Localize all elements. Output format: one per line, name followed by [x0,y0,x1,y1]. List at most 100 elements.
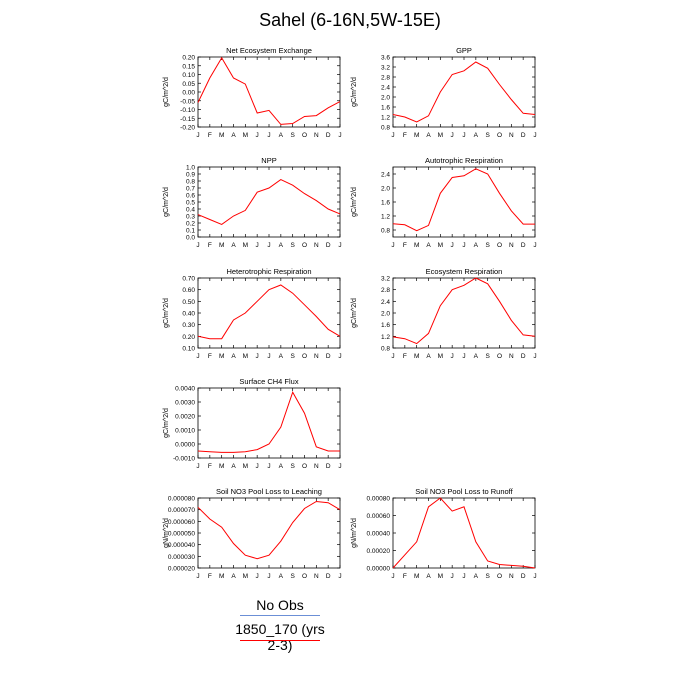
x-tick-label: M [438,353,443,360]
x-tick-label: M [219,132,224,139]
panel-title: Ecosystem Respiration [426,267,503,276]
x-tick-label: S [290,573,295,580]
y-tick-label: 0.8 [186,179,195,186]
x-tick-label: A [231,242,236,249]
x-tick-label: A [426,242,431,249]
plot-frame [392,497,536,569]
x-tick-label: S [290,353,295,360]
x-tick-label: J [338,242,341,249]
y-tick-label: 0.00060 [367,513,391,520]
y-tick-label: 0.00020 [367,548,391,555]
y-axis-label: gN/m^2/d [163,518,170,548]
y-tick-label: 0.7 [186,186,195,193]
x-tick-label: D [521,353,526,360]
x-tick-label: M [219,242,224,249]
x-tick-label: M [243,242,248,249]
y-axis-label: gC/m^2/d [163,408,170,438]
x-tick-label: D [521,132,526,139]
y-tick-label: 0.8 [381,125,390,132]
y-tick-label: 0.70 [182,276,195,283]
y-tick-label: 1.6 [381,322,390,329]
panel-title: Surface CH4 Flux [239,377,298,386]
y-tick-label: 0.15 [182,63,195,70]
series-line [392,277,536,345]
x-tick-label: S [485,573,490,580]
y-tick-label: 2.4 [381,85,390,92]
x-tick-label: A [474,132,479,139]
x-tick-label: J [451,353,454,360]
x-tick-label: J [391,242,394,249]
x-tick-label: A [474,573,479,580]
y-tick-label: 0.000050 [168,531,195,538]
x-tick-label: S [485,242,490,249]
x-tick-label: J [338,463,341,470]
y-tick-label: 0.1 [186,228,195,235]
y-tick-label: 2.0 [381,186,390,193]
x-tick-label: J [256,573,259,580]
figure-title: Sahel (6-16N,5W-15E) [259,10,441,30]
x-tick-label: A [279,463,284,470]
y-tick-label: 0.30 [182,322,195,329]
x-tick-label: J [338,132,341,139]
legend-model-line [240,640,320,641]
x-tick-label: J [196,463,199,470]
x-tick-label: D [326,132,331,139]
x-tick-label: M [438,573,443,580]
x-tick-label: D [326,463,331,470]
y-tick-label: 0.000060 [168,519,195,526]
y-axis-label: gN/m^2/d [351,518,358,548]
series-line [392,61,536,123]
legend-obs-line [240,615,320,616]
x-tick-label: A [474,242,479,249]
x-tick-label: O [497,242,502,249]
y-tick-label: 1.0 [186,165,195,172]
series-line [197,179,341,225]
y-tick-label: 0.10 [182,72,195,79]
x-tick-label: M [414,353,419,360]
plot-frame [197,56,341,128]
x-tick-label: N [314,242,319,249]
x-tick-label: J [196,573,199,580]
x-tick-label: J [267,463,270,470]
x-tick-label: J [267,573,270,580]
series-line [392,168,535,232]
x-tick-label: M [414,132,419,139]
x-tick-label: F [208,132,212,139]
x-tick-label: J [533,132,536,139]
y-tick-label: 0.20 [182,55,195,62]
x-tick-label: M [219,463,224,470]
y-tick-label: 0.000070 [168,507,195,514]
y-axis-label: gC/m^2/d [351,298,358,328]
x-tick-label: J [267,132,270,139]
x-tick-label: J [391,353,394,360]
panel-title: Autotrophic Respiration [425,156,503,165]
x-tick-label: J [256,132,259,139]
x-tick-label: N [509,132,514,139]
x-tick-label: J [462,573,465,580]
y-tick-label: 0.8 [381,346,390,353]
y-axis-label: gC/m^2/d [163,187,170,217]
x-tick-label: M [438,132,443,139]
y-axis-label: gC/m^2/d [351,187,358,217]
panel-title: Soil NO3 Pool Loss to Runoff [415,487,513,496]
series-line [197,500,341,560]
panel-title: Net Ecosystem Exchange [226,46,312,55]
y-tick-label: 0.3 [186,214,195,221]
x-tick-label: F [403,353,407,360]
x-tick-label: N [314,132,319,139]
y-tick-label: 1.2 [381,214,390,221]
y-tick-label: 0.00000 [367,566,391,573]
y-tick-label: 0.0030 [175,400,195,407]
x-tick-label: J [391,573,394,580]
x-tick-label: F [208,463,212,470]
x-tick-label: A [426,573,431,580]
x-tick-label: A [279,573,284,580]
x-tick-label: M [219,573,224,580]
y-tick-label: 0.000080 [168,496,195,503]
y-tick-label: 0.00040 [367,531,391,538]
y-tick-label: 3.6 [381,55,390,62]
y-tick-label: -0.0010 [173,456,195,463]
x-tick-label: M [414,242,419,249]
x-tick-label: J [533,573,536,580]
